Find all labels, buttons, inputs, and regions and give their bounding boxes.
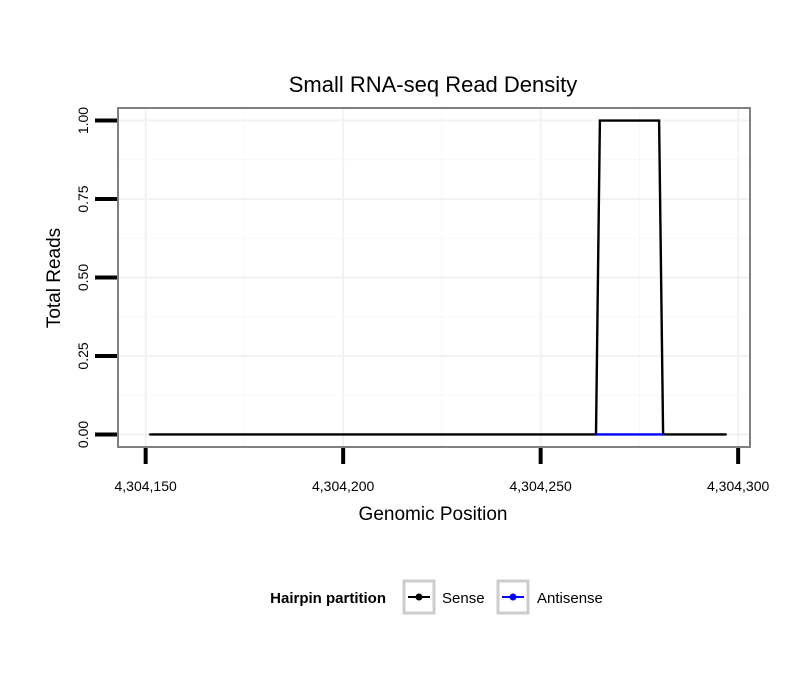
series-point-sense: [658, 119, 660, 122]
legend-title: Hairpin partition: [270, 590, 386, 607]
series-line-sense: [149, 119, 727, 436]
x-tick-label: 4,304,200: [312, 478, 374, 494]
legend-label-antisense: Antisense: [537, 590, 603, 607]
series-point-antisense: [662, 433, 664, 436]
series-layer: [148, 119, 728, 436]
legend-label-sense: Sense: [442, 590, 485, 607]
y-tick-label: 0.50: [75, 264, 91, 291]
y-tick-label: 1.00: [75, 107, 91, 134]
axis-ticks: 4,304,150 4,304,200 4,304,250 4,304,300 0.00…: [75, 107, 769, 494]
x-tick-label: 4,304,250: [510, 478, 572, 494]
series-point-sense: [148, 433, 151, 436]
x-tick-label: 4,304,150: [115, 478, 177, 494]
grid-layer: [119, 109, 749, 446]
y-tick-label: 0.75: [75, 185, 91, 212]
x-tick-label: 4,304,300: [707, 478, 769, 494]
y-tick-label: 0.25: [75, 342, 91, 369]
legend-key-antisense-point: [509, 593, 517, 601]
series-point-sense: [599, 119, 601, 122]
y-axis-label: Total Reads: [44, 228, 65, 328]
chart-title: Small RNA-seq Read Density: [289, 72, 578, 97]
legend-key-sense-point: [415, 593, 423, 601]
series-point-antisense: [595, 433, 597, 436]
x-axis-label: Genomic Position: [359, 504, 508, 525]
legend: Hairpin partition Sense Antisense: [270, 579, 603, 615]
series-point-sense: [725, 433, 728, 436]
y-tick-label: 0.00: [75, 421, 91, 448]
